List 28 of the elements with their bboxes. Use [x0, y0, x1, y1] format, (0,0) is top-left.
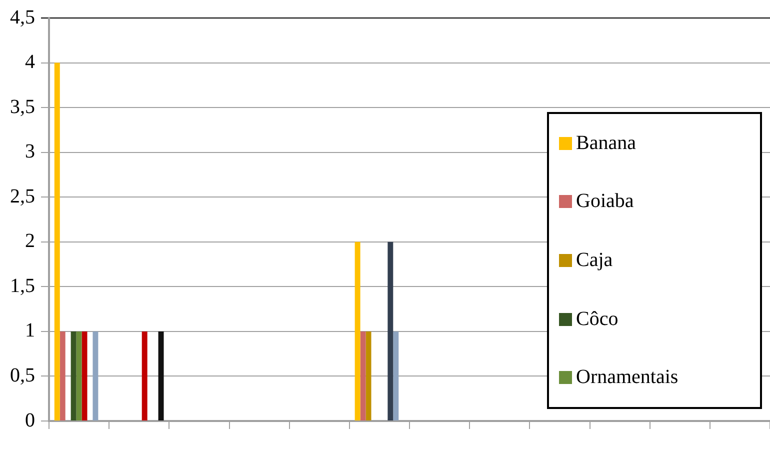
legend-label: Goiaba	[576, 190, 634, 214]
y-tick-label: 3	[25, 140, 35, 163]
bar	[70, 331, 76, 420]
y-tick-label: 0,5	[10, 364, 35, 386]
legend-label: Côco	[576, 308, 618, 331]
y-tick-label: 2,5	[10, 185, 35, 208]
bar	[360, 331, 366, 420]
bar	[158, 331, 164, 420]
y-tick-label: 1	[25, 320, 35, 342]
bar	[393, 331, 399, 420]
bar	[54, 62, 60, 420]
bar	[60, 331, 66, 420]
y-tick-label: 3,5	[10, 96, 35, 118]
legend-label: Banana	[576, 132, 636, 155]
y-tick-label: 4,5	[10, 6, 35, 28]
bar	[82, 331, 88, 420]
bar	[354, 242, 360, 420]
bar	[92, 331, 98, 420]
y-tick-label: 4	[25, 51, 35, 74]
bar	[366, 331, 372, 420]
y-tick-label: 0	[25, 409, 35, 432]
legend-label: Ornamentais	[576, 366, 678, 390]
legend-label: Caja	[576, 248, 613, 272]
bar	[76, 331, 82, 420]
bar	[388, 242, 394, 420]
y-tick-label: 1,5	[10, 274, 35, 297]
y-tick-label: 2	[25, 230, 35, 252]
bar	[142, 331, 148, 420]
